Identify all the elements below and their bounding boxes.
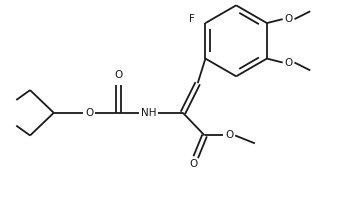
Text: O: O: [225, 130, 233, 140]
Text: F: F: [189, 14, 195, 24]
Text: O: O: [190, 159, 198, 169]
Text: O: O: [285, 58, 293, 68]
Text: O: O: [115, 70, 123, 80]
Text: O: O: [85, 108, 93, 118]
Text: NH: NH: [141, 108, 156, 118]
Text: O: O: [285, 14, 293, 24]
